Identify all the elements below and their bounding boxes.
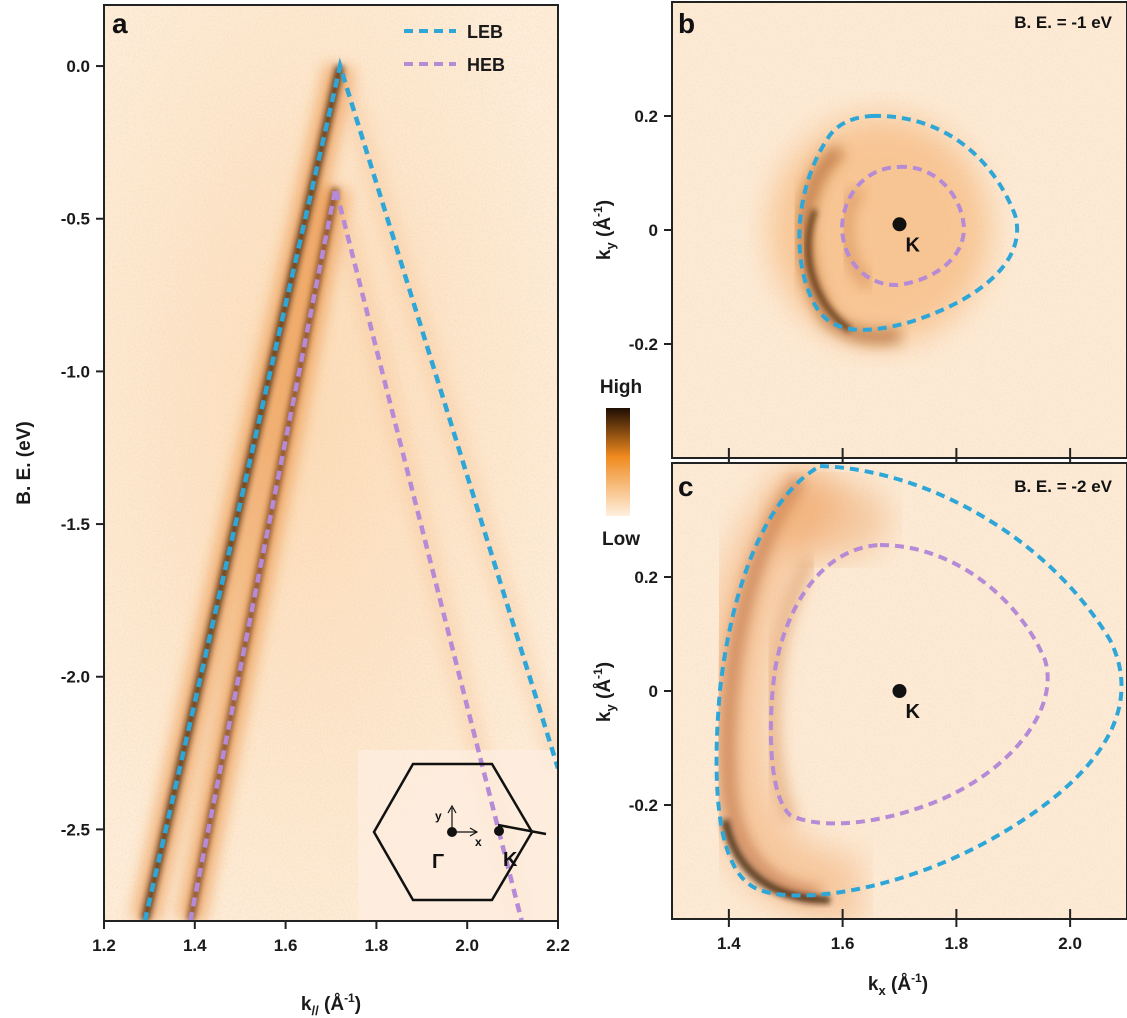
y-tick-label: -0.5 xyxy=(61,210,90,229)
panel-c-annotation: B. E. = -2 eV xyxy=(1014,477,1112,496)
panel-letter-c: c xyxy=(678,471,694,502)
y-tick-label: -2.5 xyxy=(61,820,90,839)
colorbar: High Low xyxy=(600,377,642,550)
k-point-label: K xyxy=(906,701,921,723)
y-tick-label: 0.2 xyxy=(634,107,658,126)
panel-a-ylabel: B. E. (eV) xyxy=(14,421,35,504)
colorbar-high-label: High xyxy=(600,377,642,398)
k-label: K xyxy=(503,849,518,871)
panel-b: K 0.2 0 -0.2 b B. E. = -1 eV ky (Å-1) xyxy=(591,1,1127,466)
colorbar-low-label: Low xyxy=(602,529,640,550)
panel-a-ticks: 1.2 1.4 1.6 1.8 2.0 2.2 0.0 -0.5 -1.0 -1.5 -2.0 -2.… xyxy=(61,57,570,955)
panel-c-ticks: 0.2 0 -0.2 1.4 1.6 1.8 2.0 xyxy=(629,568,1082,953)
y-tick-label: 0 xyxy=(649,221,658,240)
brillouin-zone-inset: y x Γ K xyxy=(372,762,547,902)
panel-c: K 0.2 0 -0.2 1.4 1.6 1.8 2.0 c B. E. = -2 eV k… xyxy=(591,462,1127,998)
x-tick-label: 2.0 xyxy=(1058,934,1082,953)
panel-b-leb-contour xyxy=(797,113,1019,332)
panel-a-xlabel: k// (Å-1) xyxy=(301,991,361,1018)
x-tick-label: 1.8 xyxy=(945,934,969,953)
legend: LEB HEB xyxy=(404,22,505,75)
panel-a-frame xyxy=(103,4,559,922)
legend-leb-label: LEB xyxy=(467,22,503,42)
x-tick-label: 1.6 xyxy=(274,936,298,955)
k-point-marker xyxy=(892,217,907,232)
panel-c-leb-contour xyxy=(714,463,1124,898)
y-tick-label: 0.0 xyxy=(66,57,90,76)
x-tick-label: 2.2 xyxy=(546,936,570,955)
x-tick-label: 1.4 xyxy=(717,934,741,953)
x-tick-label: 1.4 xyxy=(183,936,207,955)
hexagon-outline xyxy=(372,762,534,902)
y-tick-label: -1.0 xyxy=(61,362,90,381)
gamma-point-marker xyxy=(447,827,457,837)
y-tick-label: -0.2 xyxy=(629,796,658,815)
x-tick-label: 1.8 xyxy=(365,936,389,955)
panel-c-heb-contour xyxy=(768,542,1050,826)
legend-heb-label: HEB xyxy=(467,55,505,75)
panel-a-series xyxy=(142,57,558,921)
x-tick-label: 1.2 xyxy=(92,936,116,955)
series-line-leb xyxy=(142,57,558,921)
y-tick-label: -2.0 xyxy=(61,668,90,687)
k-point-marker xyxy=(494,826,504,836)
inset-y-label: y xyxy=(435,809,442,823)
gamma-label: Γ xyxy=(432,851,444,873)
panel-b-intensity xyxy=(770,115,990,345)
panel-b-ticks: 0.2 0 -0.2 xyxy=(629,107,1072,466)
panel-b-annotation: B. E. = -1 eV xyxy=(1014,13,1112,32)
panel-b-ylabel: ky (Å-1) xyxy=(591,200,618,260)
y-tick-label: -1.5 xyxy=(61,515,90,534)
k-point-label: K xyxy=(906,234,921,256)
y-tick-label: 0 xyxy=(649,682,658,701)
y-tick-label: -0.2 xyxy=(629,335,658,354)
series-line-heb xyxy=(188,187,524,921)
x-tick-label: 2.0 xyxy=(455,936,479,955)
panel-letter-b: b xyxy=(678,8,695,39)
x-tick-label: 1.6 xyxy=(831,934,855,953)
inset-x-label: x xyxy=(475,835,482,849)
panel-letter-a: a xyxy=(112,8,128,39)
panel-b-heb-contour xyxy=(839,164,967,288)
y-tick-label: 0.2 xyxy=(634,568,658,587)
k-point-marker xyxy=(892,684,907,698)
panel-a: 1.2 1.4 1.6 1.8 2.0 2.2 0.0 -0.5 -1.0 -1.5 -2.0 -2.… xyxy=(14,4,570,1018)
panel-c-xlabel: kx (Å-1) xyxy=(868,971,928,998)
k-cut-line xyxy=(497,823,547,836)
inset-background xyxy=(358,750,558,921)
panel-c-intensity xyxy=(696,463,890,919)
panel-c-ylabel: ky (Å-1) xyxy=(591,662,618,722)
colorbar-gradient xyxy=(606,408,630,516)
